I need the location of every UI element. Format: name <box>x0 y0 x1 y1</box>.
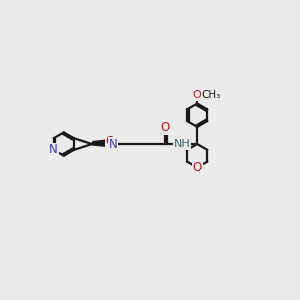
Text: N: N <box>49 143 58 156</box>
Text: O: O <box>106 135 115 148</box>
Text: O: O <box>193 90 202 100</box>
Text: CH₃: CH₃ <box>202 90 221 100</box>
Text: N: N <box>109 138 118 151</box>
Text: O: O <box>160 121 170 134</box>
Text: O: O <box>106 140 115 153</box>
Text: O: O <box>193 161 202 174</box>
Text: NH: NH <box>174 139 190 149</box>
